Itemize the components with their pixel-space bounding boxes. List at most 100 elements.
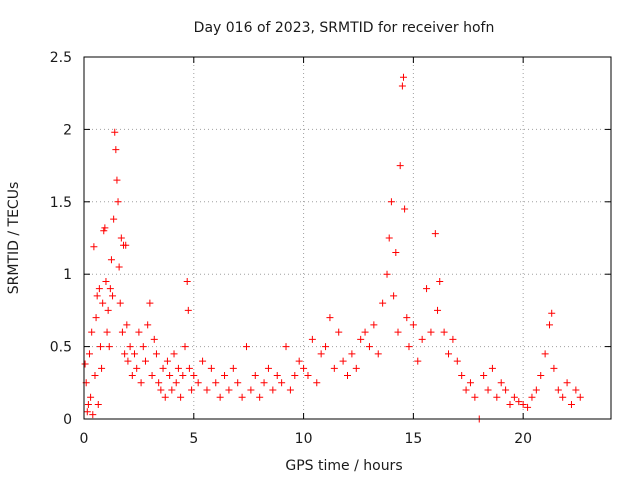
data-point — [188, 386, 196, 394]
data-point — [163, 357, 171, 365]
data-point — [431, 230, 439, 238]
data-point — [251, 372, 259, 380]
data-point — [484, 386, 492, 394]
data-point — [330, 364, 338, 372]
data-point — [370, 321, 378, 329]
data-point — [385, 234, 393, 242]
data-point — [111, 128, 119, 136]
data-point — [93, 292, 101, 300]
data-point — [144, 321, 152, 329]
data-point — [488, 364, 496, 372]
data-points — [81, 73, 584, 423]
data-point — [524, 403, 532, 411]
data-point — [185, 364, 193, 372]
data-point — [177, 393, 185, 401]
data-point — [112, 146, 120, 154]
data-point — [152, 350, 160, 358]
data-point — [308, 335, 316, 343]
data-point — [181, 343, 189, 351]
data-point — [123, 321, 131, 329]
data-point — [510, 393, 518, 401]
data-point — [414, 357, 422, 365]
data-point — [139, 343, 147, 351]
data-point — [89, 411, 97, 419]
data-point — [361, 328, 369, 336]
data-point — [242, 343, 250, 351]
data-point — [462, 386, 470, 394]
data-point — [427, 328, 435, 336]
y-tick-label: 1 — [63, 267, 72, 283]
data-point — [221, 372, 229, 380]
data-point — [572, 386, 580, 394]
data-point — [102, 277, 110, 285]
data-point — [278, 379, 286, 387]
data-point — [98, 364, 106, 372]
chart-title: Day 016 of 2023, SRMTID for receiver hof… — [194, 20, 495, 36]
data-point — [313, 379, 321, 387]
data-point — [172, 379, 180, 387]
data-point — [113, 176, 121, 184]
data-point — [87, 393, 95, 401]
data-point — [390, 292, 398, 300]
y-tick-label: 0 — [63, 412, 72, 428]
x-tick-label: 20 — [514, 431, 532, 447]
data-point — [146, 299, 154, 307]
data-point — [207, 364, 215, 372]
data-point — [168, 386, 176, 394]
data-point — [225, 386, 233, 394]
data-point — [440, 328, 448, 336]
data-point — [212, 379, 220, 387]
data-point — [295, 357, 303, 365]
x-tick-label: 5 — [189, 431, 198, 447]
data-point — [133, 364, 141, 372]
data-point — [537, 372, 545, 380]
data-point — [81, 360, 89, 368]
data-point — [94, 401, 102, 409]
data-point — [506, 401, 514, 409]
data-point — [528, 393, 536, 401]
plot-frame — [83, 56, 612, 420]
data-point — [117, 234, 125, 242]
data-point — [216, 393, 224, 401]
data-point — [409, 321, 417, 329]
data-point — [106, 285, 114, 293]
data-point — [357, 335, 365, 343]
data-point — [110, 215, 118, 223]
data-point — [170, 350, 178, 358]
data-point — [379, 299, 387, 307]
data-point — [114, 198, 122, 206]
data-point — [256, 393, 264, 401]
data-point — [548, 309, 556, 317]
x-tick-label: 15 — [404, 431, 422, 447]
data-point — [458, 372, 466, 380]
data-point — [286, 386, 294, 394]
data-point — [418, 335, 426, 343]
tick-labels: 0 5 10 15 20 0 0.5 1 1.5 2 2.5 — [50, 50, 532, 447]
data-point — [304, 372, 312, 380]
data-point — [85, 350, 93, 358]
data-point — [322, 343, 330, 351]
data-point — [184, 306, 192, 314]
data-point — [100, 227, 108, 235]
x-axis-label: GPS time / hours — [285, 458, 402, 474]
data-point — [107, 256, 115, 264]
data-point — [398, 82, 406, 90]
data-point — [91, 372, 99, 380]
data-point — [264, 364, 272, 372]
data-point — [229, 364, 237, 372]
data-point — [466, 379, 474, 387]
data-point — [116, 299, 124, 307]
data-point — [238, 393, 246, 401]
data-point — [546, 321, 554, 329]
data-point — [405, 343, 413, 351]
data-point — [352, 364, 360, 372]
data-point — [282, 343, 290, 351]
data-point — [348, 350, 356, 358]
data-point — [109, 292, 117, 300]
data-point — [101, 224, 109, 232]
data-point — [563, 379, 571, 387]
x-tick-label: 10 — [295, 431, 313, 447]
data-point — [179, 372, 187, 380]
data-point — [166, 372, 174, 380]
